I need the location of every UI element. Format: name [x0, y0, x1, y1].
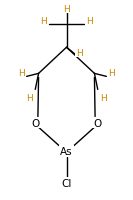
Text: H: H [76, 49, 82, 57]
Text: H: H [86, 17, 92, 25]
Text: H: H [100, 94, 106, 102]
Text: H: H [41, 17, 47, 25]
Text: H: H [27, 94, 33, 102]
Text: H: H [108, 69, 114, 77]
Text: H: H [19, 69, 25, 77]
Text: As: As [60, 146, 73, 156]
Text: O: O [32, 118, 40, 128]
Text: O: O [93, 118, 101, 128]
Text: Cl: Cl [61, 178, 72, 188]
Text: H: H [63, 5, 70, 13]
